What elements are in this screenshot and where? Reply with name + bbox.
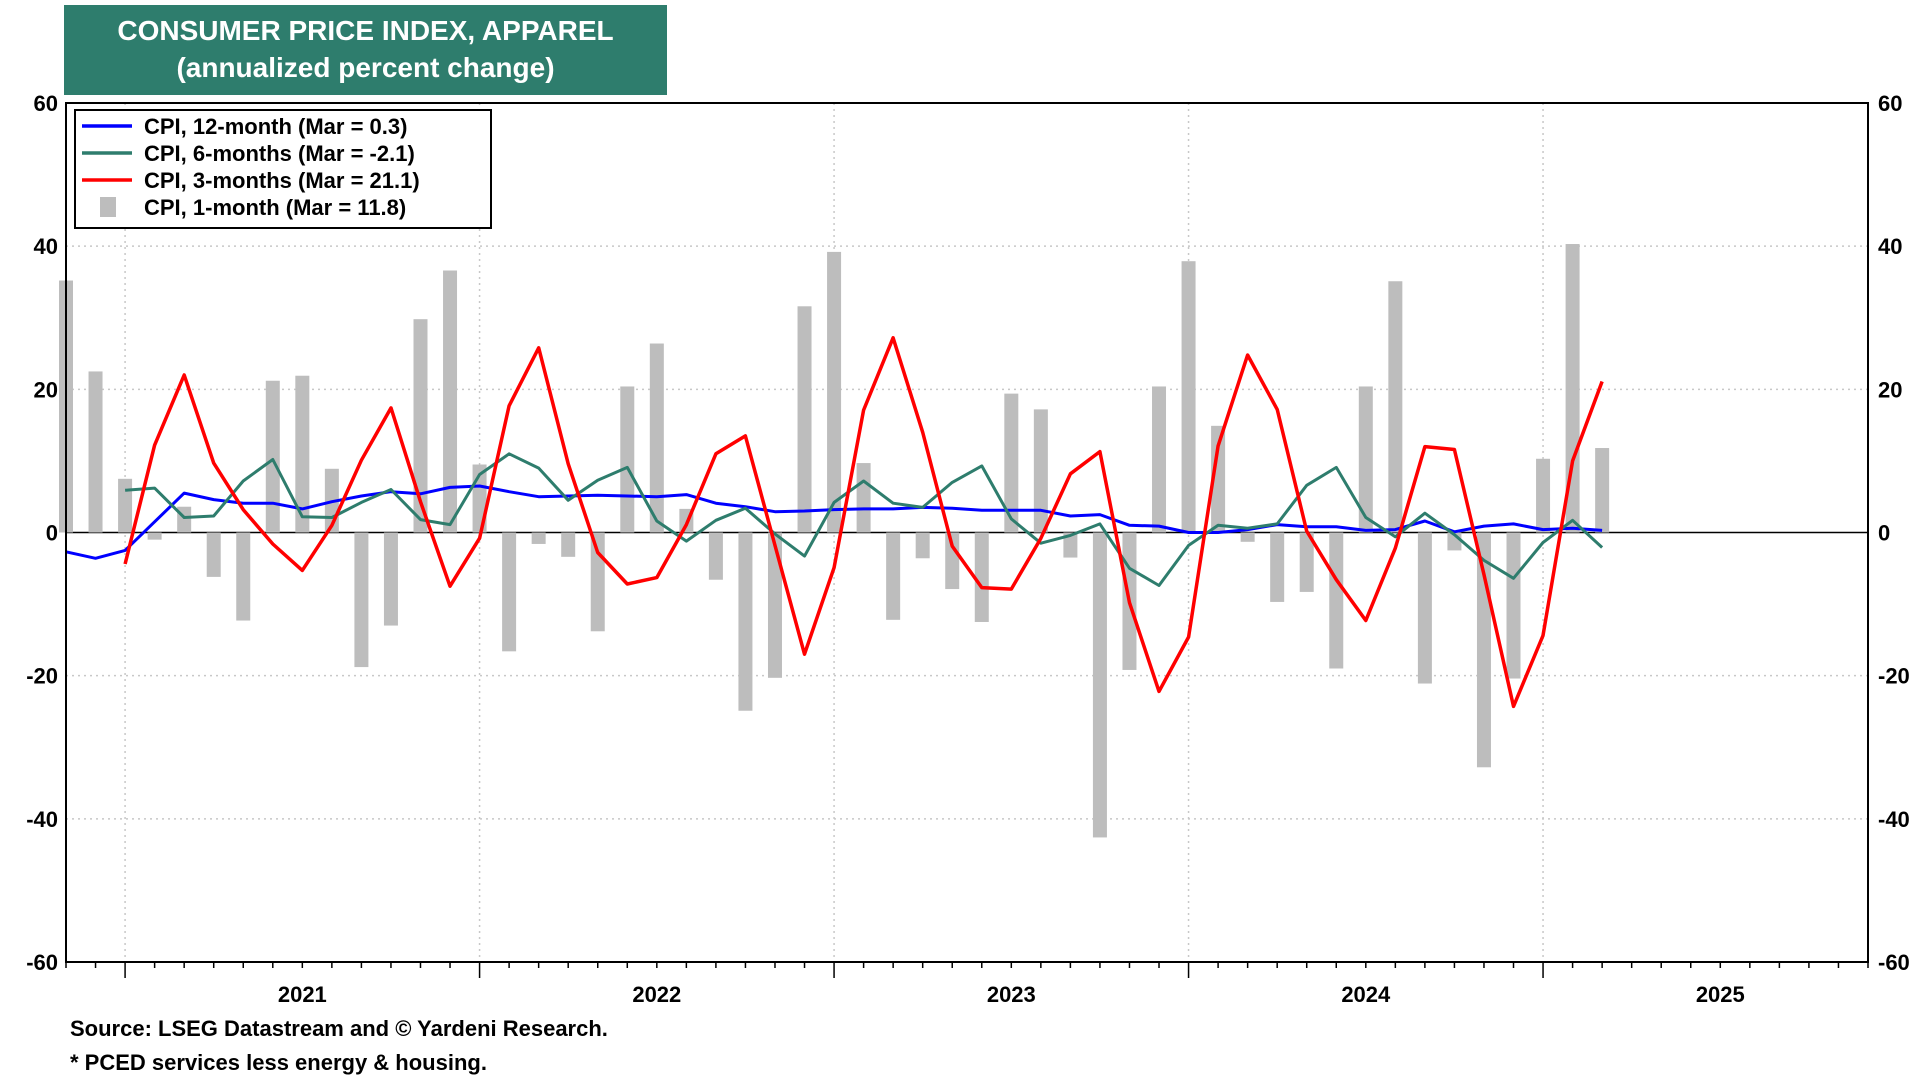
bar-cpi-1m	[1299, 532, 1314, 592]
bar-cpi-1m	[354, 532, 369, 668]
bar-cpi-1m	[265, 380, 280, 533]
y-tick-label-right: -40	[1878, 807, 1910, 832]
line-layer	[65, 336, 1604, 709]
bar-cpi-1m	[502, 532, 517, 652]
chart-subtitle: (annualized percent change)	[176, 52, 555, 83]
x-tick-label: 2021	[278, 982, 327, 1007]
legend-box	[74, 109, 492, 229]
bar-cpi-1m	[1388, 281, 1403, 533]
bar-cpi-1m	[118, 478, 133, 533]
bar-cpi-1m	[1536, 458, 1551, 533]
x-tick-label: 2025	[1696, 982, 1745, 1007]
bar-cpi-1m	[886, 532, 901, 620]
chart-title-box: CONSUMER PRICE INDEX, APPAREL (annualize…	[64, 5, 667, 95]
bar-cpi-1m	[1004, 393, 1019, 533]
y-tick-label-right: -20	[1878, 664, 1910, 689]
legend-entry-cpi-1m: CPI, 1-month (Mar = 11.8)	[144, 195, 406, 220]
bar-cpi-1m	[1092, 532, 1107, 838]
bar-cpi-1m	[1270, 532, 1285, 602]
bar-cpi-1m	[767, 532, 782, 678]
bar-cpi-1m	[974, 532, 989, 622]
bar-cpi-1m	[1240, 532, 1255, 542]
bar-cpi-1m	[88, 371, 103, 533]
bar-cpi-1m	[413, 319, 428, 533]
legend-entry-cpi-3m: CPI, 3-months (Mar = 21.1)	[144, 168, 420, 193]
bar-cpi-1m	[147, 532, 162, 540]
bar-cpi-1m	[649, 343, 664, 533]
line-cpi-12m	[65, 484, 1603, 560]
axis-layer: 60 60 40 40 20 20 0 0 -20 -20 -40 -40 -60 -60 2021 2022…	[26, 91, 1910, 1007]
bar-cpi-1m	[620, 386, 635, 533]
bar-cpi-1m	[383, 532, 398, 626]
y-tick-label-left: 40	[34, 234, 58, 259]
x-tick-label: 2023	[987, 982, 1036, 1007]
bar-cpi-1m	[827, 251, 842, 533]
legend: CPI, 12-month (Mar = 0.3)CPI, 6-months (…	[74, 109, 492, 229]
bar-cpi-1m	[1329, 532, 1344, 669]
source-note: Source: LSEG Datastream and © Yardeni Re…	[70, 1016, 608, 1041]
bar-cpi-1m	[797, 306, 812, 533]
bar-cpi-1m	[1595, 448, 1610, 533]
y-tick-label-right: 60	[1878, 91, 1902, 116]
y-tick-label-right: 0	[1878, 521, 1890, 546]
y-tick-label-left: 0	[46, 521, 58, 546]
plot-frame	[65, 102, 1869, 963]
bar-cpi-1m	[1417, 532, 1432, 684]
bar-cpi-1m	[1181, 261, 1196, 533]
bar-cpi-1m	[531, 532, 546, 544]
y-tick-label-left: -20	[26, 664, 58, 689]
bar-cpi-1m	[945, 532, 960, 590]
bar-cpi-1m	[561, 532, 576, 557]
bar-cpi-1m	[236, 532, 251, 621]
y-tick-label-left: 20	[34, 377, 58, 402]
bar-cpi-1m	[295, 375, 310, 533]
bar-cpi-1m	[1358, 386, 1373, 533]
bar-cpi-1m	[206, 532, 221, 577]
bar-cpi-1m	[1506, 532, 1521, 679]
x-tick-label: 2024	[1341, 982, 1391, 1007]
chart-title: CONSUMER PRICE INDEX, APPAREL	[117, 15, 614, 46]
bar-cpi-1m	[856, 463, 871, 533]
bar-cpi-1m	[708, 532, 723, 580]
bar-cpi-1m	[1565, 244, 1580, 533]
legend-swatch-bar	[100, 197, 116, 217]
line-cpi-3m	[123, 336, 1604, 709]
y-tick-label-right: -60	[1878, 950, 1910, 975]
bar-cpi-1m	[443, 270, 458, 533]
line-cpi-6m	[124, 452, 1604, 587]
y-tick-label-left: -40	[26, 807, 58, 832]
bar-cpi-1m	[1033, 409, 1048, 533]
bar-cpi-1m	[1152, 386, 1167, 533]
bar-cpi-1m	[915, 532, 930, 559]
legend-entry-cpi-6m: CPI, 6-months (Mar = -2.1)	[144, 141, 415, 166]
y-tick-label-left: 60	[34, 91, 58, 116]
y-tick-label-right: 40	[1878, 234, 1902, 259]
bar-cpi-1m	[1211, 425, 1226, 533]
x-tick-label: 2022	[632, 982, 681, 1007]
y-tick-label-right: 20	[1878, 377, 1902, 402]
bar-cpi-1m	[738, 532, 753, 711]
bar-layer	[59, 244, 1610, 838]
footnote: * PCED services less energy & housing.	[70, 1050, 487, 1075]
legend-entry-cpi-12m: CPI, 12-month (Mar = 0.3)	[144, 114, 407, 139]
y-tick-label-left: -60	[26, 950, 58, 975]
bar-cpi-1m	[1063, 532, 1078, 558]
